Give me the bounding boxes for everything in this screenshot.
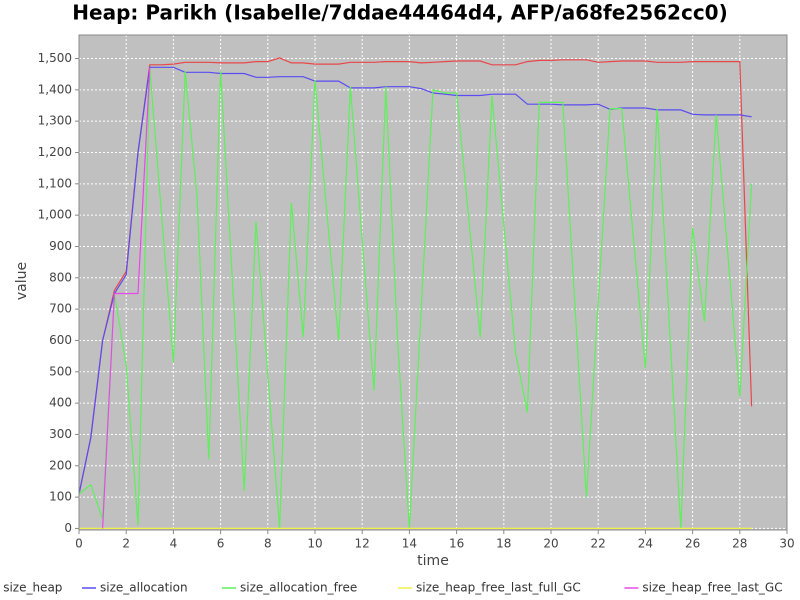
y-tick-label: 200 [49,458,72,472]
y-tick-label: 300 [49,427,72,441]
x-tick-label: 16 [449,537,464,551]
y-tick-label: 600 [49,333,72,347]
series-line [78,66,752,495]
y-tick-label: 1,300 [38,114,72,128]
x-tick-label: 24 [638,537,653,551]
plot-border [78,34,788,531]
y-tick-label: 0 [64,521,72,535]
x-tick-label: 18 [496,537,511,551]
x-tick-label: 14 [402,537,417,551]
y-tick-label: 500 [49,364,72,378]
y-tick-label: 400 [49,396,72,410]
x-tick-label: 30 [779,537,794,551]
y-tick-label: 800 [49,270,72,284]
x-tick-label: 28 [732,537,747,551]
x-tick-label: 0 [75,537,83,551]
x-tick-label: 6 [217,537,225,551]
series-line [102,67,151,529]
series-line [78,67,753,529]
y-tick-label: 1,400 [38,82,72,96]
x-tick-label: 8 [264,537,272,551]
y-tick-label: 1,200 [38,145,72,159]
x-tick-label: 4 [170,537,178,551]
x-tick-label: 22 [591,537,606,551]
legend-label: size_heap [3,581,62,595]
legend-label: size_allocation_free [240,581,357,595]
x-tick-label: 10 [307,537,322,551]
y-tick-label: 1,100 [38,176,72,190]
y-tick-label: 1,500 [38,51,72,65]
x-tick-label: 2 [122,537,130,551]
legend-label: size_heap_free_last_GC [642,581,782,595]
y-tick-label: 1,000 [38,208,72,222]
legend-label: size_heap_free_last_full_GC [416,581,581,595]
y-tick-label: 100 [49,490,72,504]
legend-label: size_allocation [100,581,188,595]
y-tick-label: 900 [49,239,72,253]
x-tick-label: 12 [355,537,370,551]
plot-area [79,35,787,530]
y-tick-label: 700 [49,302,72,316]
series-line [78,57,753,495]
legend: size_heap size_allocation size_allocation_… [3,581,782,595]
x-axis-label: time [417,553,449,569]
x-tick-label: 26 [685,537,700,551]
y-axis-label: value [14,262,30,300]
x-tick-label: 20 [543,537,558,551]
chart-title: Heap: Parikh (Isabelle/7ddae44464d4, AFP… [72,1,727,25]
